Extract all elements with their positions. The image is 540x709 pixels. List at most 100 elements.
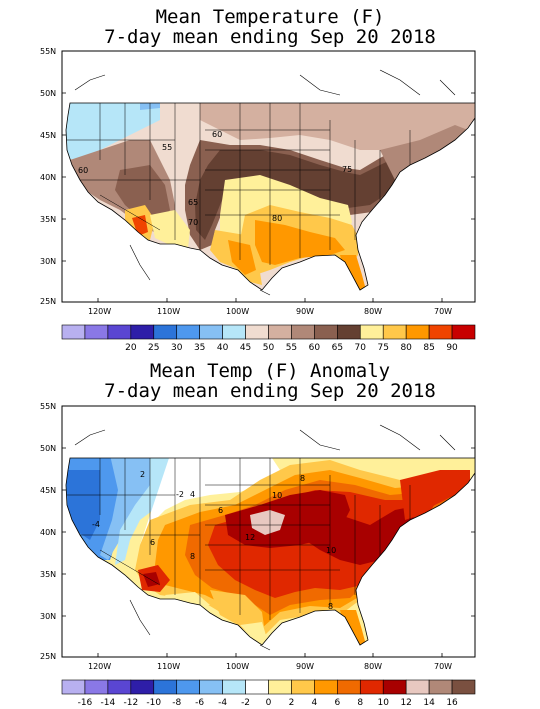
colorbar-label: 16 [446,698,458,708]
lon-label: 90W [296,662,314,671]
lon-label: 120W [88,307,111,316]
panel1-contour-label: 70 [188,218,198,227]
colorbar-label: 35 [194,343,205,353]
panel1-state-lines [66,103,411,265]
panel2-contour-label: 10 [272,491,282,500]
panel2-title-line2: 7-day mean ending Sep 20 2018 [104,380,436,402]
lat-label: 30N [40,257,56,266]
panel1-contour-labels: 60 55 60 75 65 70 80 [78,130,352,227]
colorbar-label: 45 [240,343,251,353]
colorbar-label: 50 [263,343,275,353]
panel2-coastlines [74,424,456,651]
colorbar-swatch [451,324,476,340]
colorbar-swatch [84,324,109,340]
colorbar-label: -12 [123,698,138,708]
colorbar-swatch [107,324,132,340]
lon-label: 90W [296,307,314,316]
colorbar-label: -8 [172,698,181,708]
colorbar-label: 90 [446,343,458,353]
lat-label: 45N [40,486,56,495]
colorbar-swatch [245,679,269,695]
lat-label: 25N [40,652,56,661]
colorbar-label: 80 [400,343,412,353]
colorbar-swatch [337,679,361,695]
panel2-map: 2 -2 10 6 4 12 8 -4 6 8 10 8 55N 50N 45N… [40,402,476,708]
colorbar-swatch [382,324,407,340]
colorbar-label: 6 [334,698,340,708]
panel2-contour-label: 8 [300,474,305,483]
colorbar-swatch [268,324,292,340]
colorbar-swatch [314,324,338,340]
panel1-us-outline [65,102,476,291]
colorbar-swatch [382,679,407,695]
lat-label: 55N [40,47,56,56]
colorbar-label: 85 [423,343,434,353]
colorbar-swatch [130,324,155,340]
colorbar-label: 40 [217,343,229,353]
colorbar-label: 8 [357,698,363,708]
colorbar-label: 4 [312,698,318,708]
lon-label: 100W [226,662,249,671]
lat-label: 55N [40,402,56,411]
colorbar-swatch [291,324,315,340]
lon-label: 80W [364,662,382,671]
lat-label: 45N [40,131,56,140]
colorbar-swatch [153,679,178,695]
panel1-contour-label: 60 [212,130,222,139]
colorbar-swatch [130,679,155,695]
colorbar-swatch [199,679,223,695]
panel2-contour-label: -2 [176,490,184,499]
lat-label: 25N [40,297,56,306]
lat-label: 40N [40,173,56,182]
lon-label: 100W [226,307,249,316]
colorbar-swatch [222,679,246,695]
lon-label: 80W [364,307,382,316]
panel1-ticks [62,92,475,302]
colorbar-swatch [291,679,315,695]
lat-label: 40N [40,528,56,537]
panel1-contour-label: 65 [188,198,198,207]
panel1-title-line2: 7-day mean ending Sep 20 2018 [104,26,436,48]
lat-label: 35N [40,570,56,579]
colorbar-label: -16 [78,698,93,708]
colorbar-swatch [84,679,109,695]
colorbar-label: -6 [195,698,204,708]
colorbar-label: 12 [400,698,411,708]
colorbar-label: -10 [146,698,161,708]
panel2-contour-labels: 2 -2 10 6 4 12 8 -4 6 8 10 8 [92,470,336,611]
colorbar-label: 60 [309,343,321,353]
panel1-lon-labels: 120W 110W 100W 90W 80W 70W [88,307,452,316]
colorbar-swatch [176,324,200,340]
panel2-ticks [62,447,475,657]
panel1-coastlines [74,69,456,296]
panel1-colorbar: 20 25 30 35 40 45 50 55 60 65 70 75 80 85 90 [61,324,476,353]
colorbar-swatch [199,324,223,340]
panel2-us-outline [65,457,476,646]
colorbar-label: 65 [332,343,343,353]
panel1-contour-label: 80 [272,214,282,223]
panel2-title-line1: Mean Temp (F) Anomaly [149,360,391,382]
colorbar-swatch [405,324,430,340]
lon-label: 70W [434,307,452,316]
colorbar-swatch [359,679,384,695]
colorbar-label: 70 [355,343,367,353]
lon-label: 70W [434,662,452,671]
panel2-contour-label: 4 [190,490,195,499]
panel1-contour-label: 75 [342,165,352,174]
colorbar-label: 10 [377,698,389,708]
panel1-lat-labels: 55N 50N 45N 40N 35N 30N 25N [40,47,56,306]
colorbar-swatch [153,324,178,340]
colorbar-swatch [337,324,361,340]
colorbar-label: 2 [289,698,295,708]
colorbar-swatch [176,679,200,695]
colorbar-swatch [268,679,292,695]
colorbar-label: -14 [101,698,116,708]
colorbar-swatch [222,324,246,340]
colorbar-swatch [245,324,269,340]
panel2-contour-label: 12 [245,533,255,542]
colorbar-label: 20 [125,343,137,353]
panel2-contour-label: 6 [150,538,155,547]
colorbar-label: 14 [423,698,435,708]
panel2-lon-labels: 120W 110W 100W 90W 80W 70W [88,662,452,671]
